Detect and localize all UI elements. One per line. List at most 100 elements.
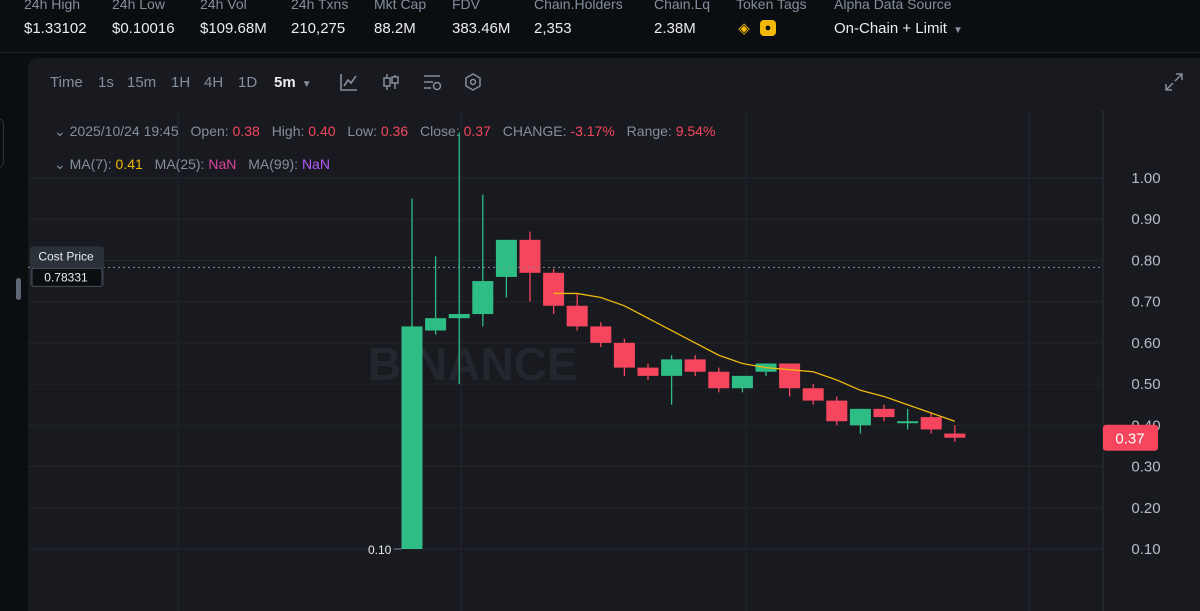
stat-label: 24h Vol (200, 0, 247, 12)
candle[interactable] (708, 367, 730, 393)
ma25-label: MA(25): (154, 156, 205, 172)
candle[interactable] (731, 375, 753, 393)
cost-price-tag[interactable]: Cost Price 0.78331 (30, 246, 104, 287)
change-value: -3.17% (570, 123, 615, 139)
stat-value: $0.10016 (112, 20, 175, 37)
stat-label: Token Tags (736, 0, 807, 12)
interval-1h[interactable]: 1H (171, 74, 191, 91)
candle[interactable] (637, 363, 659, 380)
y-tick-label: 0.20 (1131, 500, 1160, 517)
cost-price-label: Cost Price (38, 249, 94, 263)
y-axis-ticks: 1.000.900.800.700.600.500.400.300.200.10 (1131, 170, 1160, 558)
candle-body (920, 417, 942, 430)
candle-body (448, 314, 470, 319)
y-tick-label: 1.00 (1131, 170, 1160, 187)
cost-price-value: 0.78331 (44, 270, 88, 284)
candle[interactable] (590, 322, 612, 348)
line-chart-icon[interactable] (338, 71, 360, 93)
stat-value: 383.46M (452, 20, 511, 37)
interval-1s[interactable]: 1s (98, 74, 114, 91)
interval-4h[interactable]: 4H (204, 74, 224, 91)
change-label: CHANGE: (502, 123, 567, 139)
hexagon-icon[interactable] (462, 71, 484, 93)
stat-value: 210,275 (291, 20, 346, 37)
last-price-tag: 0.37 (1103, 424, 1158, 451)
stat-label: 24h Txns (291, 0, 349, 12)
candle-body (802, 388, 824, 401)
candle[interactable] (661, 355, 683, 405)
candle-body (897, 421, 919, 424)
candle[interactable] (425, 256, 447, 335)
chart-grid (28, 110, 1104, 611)
candle-body (731, 375, 753, 389)
stat-label: Mkt Cap (374, 0, 427, 12)
y-tick-label: 0.70 (1131, 294, 1160, 311)
candle[interactable] (495, 239, 517, 298)
stat-label: 24h Low (112, 0, 165, 12)
candle[interactable] (401, 198, 423, 549)
gem-icon[interactable]: ◈ (738, 20, 750, 37)
candle[interactable] (873, 404, 895, 422)
stat-label: Alpha Data Source (834, 0, 952, 12)
side-panel-tab[interactable] (0, 118, 4, 168)
candle-body (779, 363, 801, 389)
stat-value: 88.2M (374, 20, 416, 37)
collapse-icon[interactable]: ⌄ (54, 123, 66, 139)
candle[interactable] (944, 425, 966, 442)
high-value: 0.40 (308, 123, 336, 139)
interval-5m[interactable]: 5m ▼ (274, 74, 312, 91)
ohlc-info: ⌄ 2025/10/24 19:45 Open: 0.38 High: 0.40… (54, 123, 715, 140)
candles-icon[interactable] (380, 71, 402, 93)
chart-panel: Time 1s 15m 1H 4H 1D 5m ▼ (28, 58, 1200, 611)
left-side-strip (0, 58, 26, 611)
scrollbar-handle[interactable] (16, 278, 21, 300)
candle[interactable] (613, 338, 635, 376)
candle-body (944, 433, 966, 438)
stat-label: Chain.Holders (534, 0, 623, 12)
candle[interactable] (519, 231, 541, 302)
candle-body (425, 318, 447, 331)
low-price-marker: 0.10 (368, 543, 392, 557)
open-label: Open: (190, 123, 229, 139)
expand-icon[interactable] (1163, 71, 1185, 93)
candle-body (849, 408, 871, 426)
candle[interactable] (897, 408, 919, 430)
candlestick-chart[interactable]: BINANCE 1.00 0.90 0.80 0.70 0.60 0.50 0.40 0.30… (28, 58, 1200, 611)
candle[interactable] (543, 268, 565, 315)
y-tick-label: 0.30 (1131, 459, 1160, 476)
interval-15m[interactable]: 15m (127, 74, 157, 91)
chevron-down-icon: ▼ (301, 79, 312, 90)
candle-body (401, 326, 423, 549)
indicator-settings-icon[interactable] (421, 71, 443, 93)
y-tick-label: 0.10 (1131, 541, 1160, 558)
candle[interactable] (920, 412, 942, 434)
candles (401, 132, 966, 549)
candle[interactable] (448, 132, 470, 385)
candle[interactable] (472, 194, 494, 327)
y-tick-label: 0.60 (1131, 335, 1160, 352)
alpha-source-dropdown[interactable]: On-Chain + Limit ▼ (834, 20, 963, 37)
candle-body (826, 400, 848, 422)
candle[interactable] (826, 396, 848, 426)
candle[interactable] (566, 293, 588, 331)
candle-body (661, 359, 683, 376)
stats-bar: 24h High $1.33102 24h Low $0.10016 24h V… (0, 0, 1200, 53)
candle-body (613, 342, 635, 368)
candle[interactable] (802, 384, 824, 405)
stat-label: Chain.Lq (654, 0, 711, 12)
y-tick-label: 0.80 (1131, 252, 1160, 269)
candle-body (543, 272, 565, 306)
interval-5m-label: 5m (274, 74, 296, 91)
stat-value: 2,353 (534, 20, 572, 37)
interval-1d[interactable]: 1D (238, 74, 258, 91)
candle[interactable] (684, 355, 706, 376)
interval-time[interactable]: Time (50, 74, 83, 91)
stat-value: 2.38M (654, 20, 696, 37)
collapse-icon[interactable]: ⌄ (54, 156, 66, 172)
range-label: Range: (626, 123, 672, 139)
stat-label: FDV (452, 0, 480, 12)
candle-body (519, 239, 541, 273)
coin-icon[interactable]: ● (760, 20, 776, 36)
candle[interactable] (849, 408, 871, 434)
candle[interactable] (755, 363, 777, 376)
